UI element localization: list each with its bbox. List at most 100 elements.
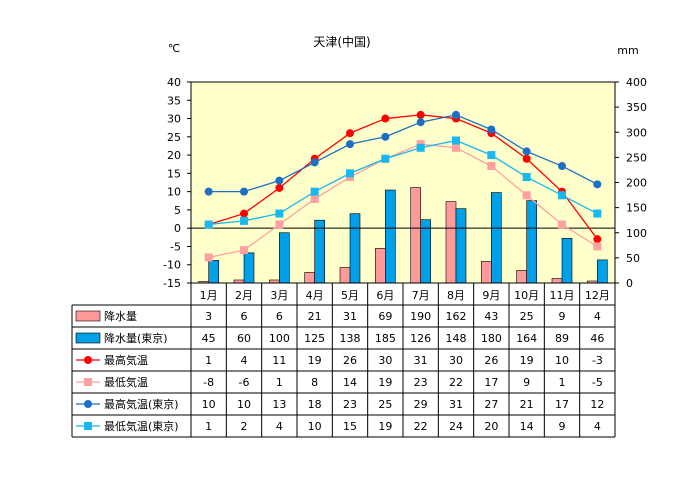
- table-cell: 148: [446, 332, 467, 345]
- table-cell: 180: [481, 332, 502, 345]
- table-cell: 1: [205, 420, 212, 433]
- point-tianjin-max-12: [593, 235, 602, 244]
- table-cell: 26: [343, 354, 357, 367]
- table-cell: 22: [414, 420, 428, 433]
- point-tokyo-min-6: [381, 154, 390, 163]
- bar-tianjin-8: [445, 201, 457, 284]
- bar-tianjin-4: [304, 272, 315, 284]
- left-tick-label: -15: [163, 277, 181, 290]
- table-cell: 17: [555, 398, 569, 411]
- category-label: 6月: [376, 289, 394, 302]
- table-cell: 60: [237, 332, 251, 345]
- table-cell: 9: [523, 376, 530, 389]
- right-tick-label: 200: [626, 177, 647, 190]
- table-cell: 6: [241, 310, 248, 323]
- table-cell: 20: [484, 420, 498, 433]
- point-tokyo-max-8: [452, 110, 460, 119]
- point-tianjin-min-10: [522, 191, 531, 200]
- table-cell: 29: [414, 398, 428, 411]
- table-cell: 23: [414, 376, 428, 389]
- table-cell: 30: [378, 354, 392, 367]
- bar-tianjin-9: [481, 261, 492, 284]
- category-label: 8月: [447, 289, 465, 302]
- table-cell: -8: [203, 376, 214, 389]
- point-tokyo-max-9: [487, 125, 496, 134]
- bar-tokyo-11: [561, 237, 573, 284]
- left-tick-label: 35: [167, 94, 181, 107]
- point-tokyo-min-1: [204, 220, 213, 229]
- point-tokyo-min-5: [346, 169, 354, 178]
- bar-tokyo-1: [208, 260, 219, 284]
- point-tianjin-min-3: [275, 220, 284, 229]
- table-cell: 13: [272, 398, 286, 411]
- point-tianjin-max-5: [346, 129, 354, 138]
- table-cell: 24: [449, 420, 463, 433]
- table-cell: 3: [205, 310, 212, 323]
- point-tianjin-max-2: [240, 209, 248, 218]
- table-cell: 17: [484, 376, 498, 389]
- point-tianjin-max-7: [416, 110, 425, 119]
- table-cell: 1: [205, 354, 212, 367]
- table-cell: -3: [592, 354, 603, 367]
- point-tokyo-max-5: [346, 140, 354, 149]
- point-tokyo-max-6: [381, 132, 390, 141]
- table-cell: 25: [378, 398, 392, 411]
- line-tianjin-min: [208, 143, 598, 259]
- table-cell: 25: [520, 310, 534, 323]
- point-tianjin-min-4: [310, 194, 319, 203]
- left-tick-label: -5: [170, 240, 181, 253]
- left-tick-label: 30: [167, 113, 181, 126]
- table-cell: 125: [304, 332, 325, 345]
- point-tokyo-min-8: [452, 136, 460, 145]
- point-tokyo-max-1: [204, 187, 213, 196]
- bar-tianjin-5: [339, 267, 351, 284]
- bar-tianjin-6: [375, 248, 386, 284]
- point-tokyo-min-9: [487, 151, 496, 160]
- right-tick-label: 300: [626, 126, 647, 139]
- category-label: 9月: [482, 289, 500, 302]
- table-cell: -5: [592, 376, 603, 389]
- left-tick-label: 25: [167, 131, 181, 144]
- legend-key-tokyo-rain: [75, 332, 101, 344]
- table-cell: 9: [559, 420, 566, 433]
- table-cell: 138: [340, 332, 361, 345]
- table-cell: 31: [414, 354, 428, 367]
- point-tokyo-max-4: [310, 158, 319, 167]
- category-label: 2月: [235, 289, 253, 302]
- table-cell: 9: [559, 310, 566, 323]
- point-tianjin-max-6: [381, 114, 390, 123]
- table-cell: 10: [308, 420, 322, 433]
- table-cell: 21: [520, 398, 534, 411]
- left-tick-label: -10: [163, 259, 181, 272]
- table-cell: 19: [308, 354, 322, 367]
- bar-tokyo-10: [526, 200, 537, 284]
- bar-tokyo-5: [349, 213, 361, 284]
- left-tick-label: 15: [167, 167, 181, 180]
- table-cell: 12: [590, 398, 604, 411]
- table-cell: 89: [555, 332, 569, 345]
- point-tokyo-min-11: [558, 191, 566, 200]
- category-label: 3月: [270, 289, 288, 302]
- table-cell: 15: [343, 420, 357, 433]
- point-tianjin-min-8: [452, 143, 460, 152]
- right-tick-label: 100: [626, 227, 647, 240]
- table-cell: 190: [410, 310, 431, 323]
- table-cell: 45: [202, 332, 216, 345]
- bar-group: [198, 187, 608, 284]
- category-label: 1月: [200, 289, 218, 302]
- left-tick-label: 5: [174, 204, 181, 217]
- legend-label: 最低気温(東京): [104, 419, 179, 433]
- table-cell: 11: [272, 354, 286, 367]
- table-cell: 10: [202, 398, 216, 411]
- line-tokyo-min: [208, 139, 598, 226]
- point-tianjin-min-12: [593, 242, 602, 251]
- right-tick-label: 350: [626, 101, 647, 114]
- table-cell: 6: [276, 310, 283, 323]
- legend-label: 最高気温: [104, 353, 148, 367]
- table-cell: 14: [520, 420, 534, 433]
- table-cell: 46: [590, 332, 604, 345]
- point-tokyo-min-10: [522, 173, 531, 182]
- point-tokyo-max-11: [558, 162, 566, 171]
- bar-tianjin-11: [551, 278, 563, 284]
